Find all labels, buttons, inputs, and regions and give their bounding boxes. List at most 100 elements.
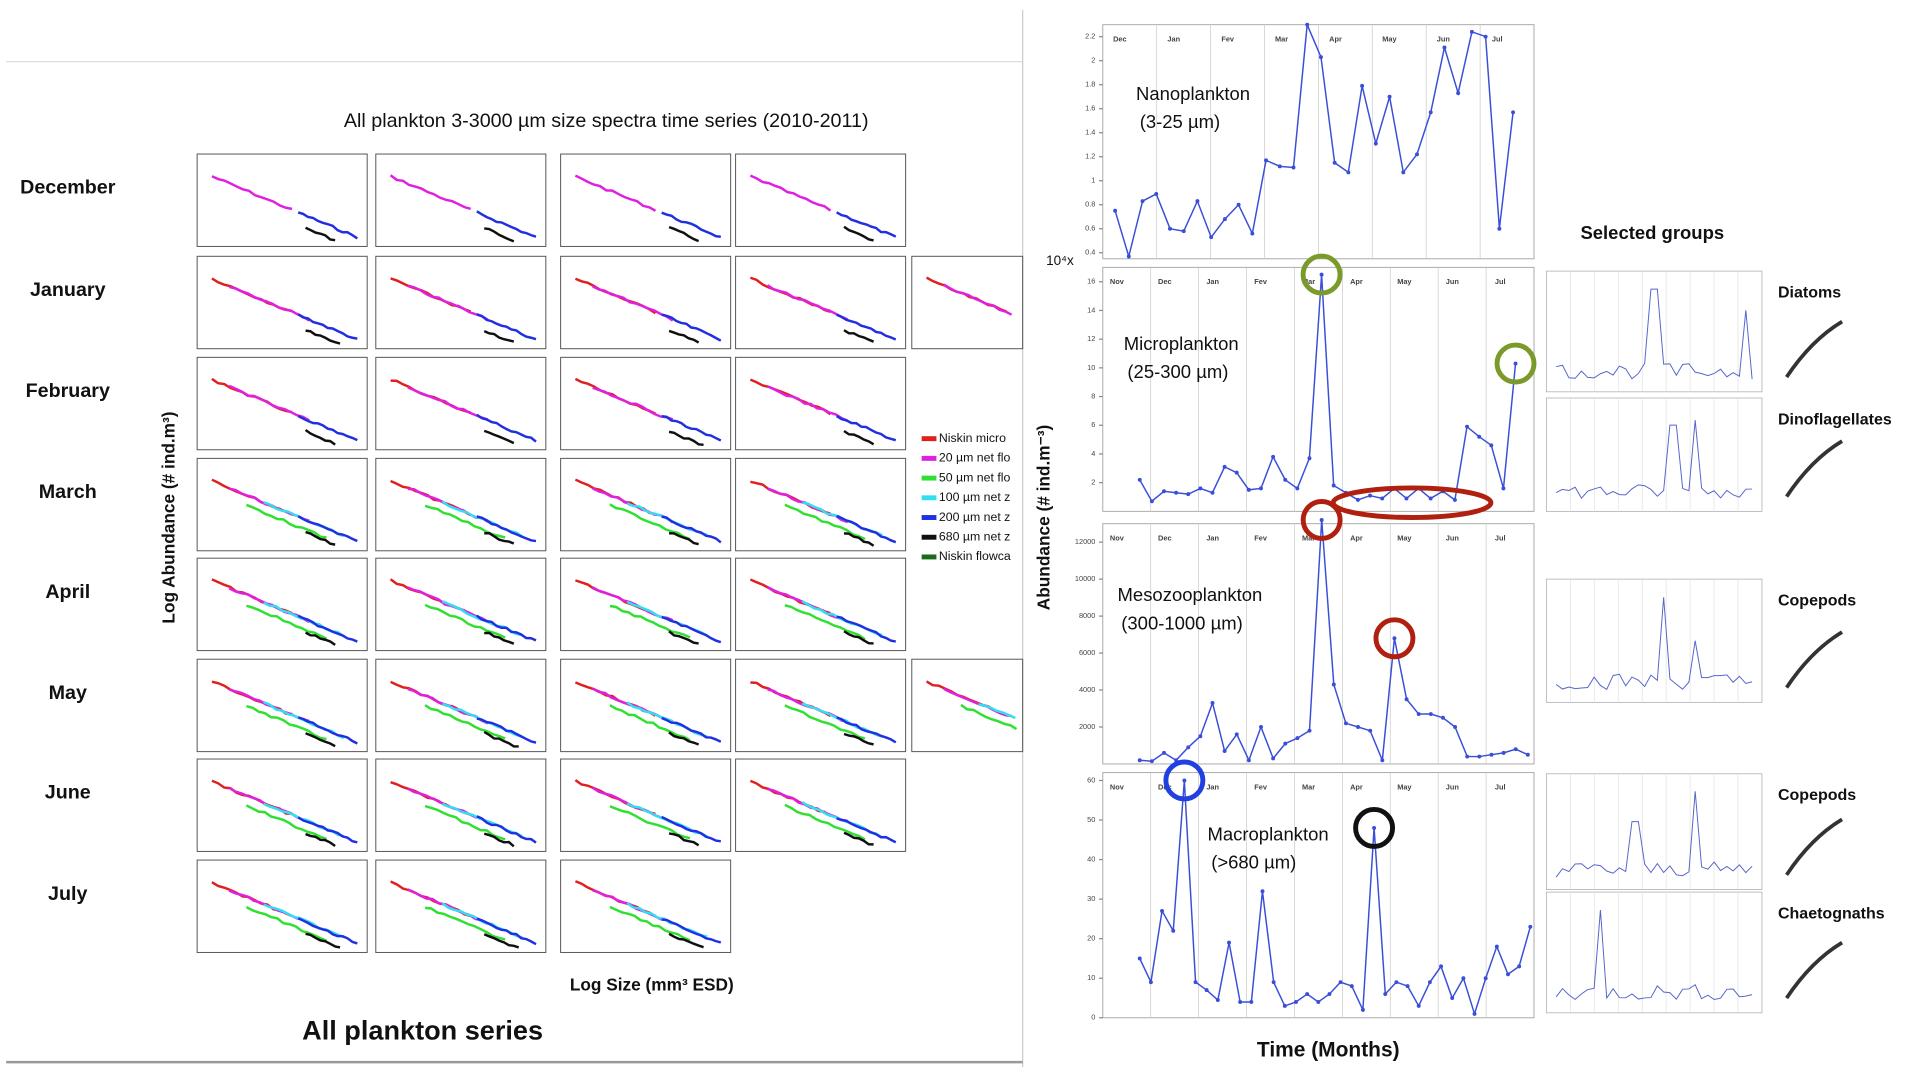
point bbox=[1307, 456, 1311, 460]
point bbox=[1113, 209, 1117, 213]
month-label: Mar bbox=[1302, 782, 1315, 791]
point bbox=[1283, 742, 1287, 746]
point bbox=[1380, 758, 1384, 762]
thumb-trace bbox=[844, 631, 874, 643]
point bbox=[1319, 55, 1323, 59]
point bbox=[1247, 488, 1251, 492]
mini-trace bbox=[1556, 289, 1752, 379]
highlight bbox=[1333, 488, 1491, 518]
month-label: Fev bbox=[1254, 533, 1268, 542]
thumb-frame bbox=[561, 357, 731, 449]
point bbox=[1497, 227, 1501, 231]
y-tick-label: 4000 bbox=[1079, 685, 1095, 694]
organism-sketch bbox=[1787, 322, 1842, 377]
thumb-trace bbox=[212, 176, 292, 209]
legend-label: 680 µm net z bbox=[939, 529, 1010, 543]
mini-trace bbox=[1556, 791, 1752, 877]
month-label: Fev bbox=[1221, 34, 1235, 43]
month-label: Nov bbox=[1110, 533, 1125, 542]
thumb-frame bbox=[376, 558, 546, 650]
month-label: December bbox=[20, 177, 116, 199]
thumb-trace bbox=[306, 733, 336, 746]
point bbox=[1195, 199, 1199, 203]
month-label: Jan bbox=[1167, 34, 1180, 43]
point bbox=[1501, 486, 1505, 490]
y-tick-label: 0 bbox=[1091, 1013, 1095, 1022]
point bbox=[1174, 491, 1178, 495]
y-tick-label: 2 bbox=[1091, 478, 1095, 487]
point bbox=[1417, 1004, 1421, 1008]
month-label: May bbox=[1397, 277, 1412, 286]
month-label: February bbox=[26, 380, 110, 402]
point bbox=[1295, 486, 1299, 490]
chart-title: Macroplankton bbox=[1208, 823, 1329, 844]
y-tick-label: 0.8 bbox=[1085, 200, 1095, 209]
organism-sketch bbox=[1787, 819, 1842, 874]
legend-label: Niskin flowca bbox=[939, 549, 1011, 563]
chart-subtitle: (300-1000 µm) bbox=[1121, 613, 1243, 634]
point bbox=[1141, 199, 1145, 203]
y-tick-label: 12000 bbox=[1075, 537, 1096, 546]
month-label: Apr bbox=[1329, 34, 1342, 43]
month-label: Apr bbox=[1350, 533, 1363, 542]
point bbox=[1489, 753, 1493, 757]
point bbox=[1453, 498, 1457, 502]
thumb-frame bbox=[376, 256, 546, 348]
legend-swatch bbox=[922, 515, 937, 520]
month-label: January bbox=[30, 279, 106, 301]
point bbox=[1162, 489, 1166, 493]
y-tick-label: 14 bbox=[1087, 305, 1095, 314]
chart-subtitle: (>680 µm) bbox=[1211, 852, 1296, 873]
thumb-trace bbox=[246, 505, 326, 537]
point bbox=[1528, 925, 1532, 929]
y-tick-label: 2000 bbox=[1079, 722, 1095, 731]
point bbox=[1456, 91, 1460, 95]
thumb-trace bbox=[306, 331, 341, 344]
y-tick-label: 2.2 bbox=[1085, 32, 1095, 41]
thumb-trace bbox=[408, 286, 488, 320]
month-label: Nov bbox=[1110, 782, 1125, 791]
screenshot: All plankton 3-3000 µm size spectra time… bbox=[0, 0, 1932, 1072]
point bbox=[1194, 980, 1198, 984]
point bbox=[1305, 992, 1309, 996]
chart-title: Microplankton bbox=[1124, 333, 1239, 354]
y-tick-label: 8 bbox=[1091, 392, 1095, 401]
month-label: Apr bbox=[1350, 277, 1363, 286]
point bbox=[1150, 759, 1154, 763]
month-label: Fev bbox=[1254, 277, 1268, 286]
point bbox=[1171, 929, 1175, 933]
month-label: Jan bbox=[1206, 782, 1219, 791]
legend-swatch bbox=[922, 456, 937, 461]
point bbox=[1339, 980, 1343, 984]
mini-frame bbox=[1546, 398, 1762, 511]
legend-label: 20 µm net flo bbox=[939, 451, 1011, 465]
point bbox=[1417, 712, 1421, 716]
point bbox=[1361, 1008, 1365, 1012]
point bbox=[1271, 756, 1275, 760]
point bbox=[1514, 747, 1518, 751]
thumb-trace bbox=[306, 532, 336, 545]
legend-label: 100 µm net z bbox=[939, 490, 1010, 504]
mini-trace bbox=[1556, 597, 1752, 689]
point bbox=[1346, 170, 1350, 174]
point bbox=[1356, 725, 1360, 729]
thumb-trace bbox=[298, 918, 357, 943]
month-label: Jul bbox=[1495, 533, 1506, 542]
thumb-trace bbox=[484, 228, 514, 241]
y-tick-label: 12 bbox=[1087, 334, 1095, 343]
point bbox=[1182, 779, 1186, 783]
thumb-trace bbox=[484, 431, 514, 443]
group-label: Chaetognaths bbox=[1778, 906, 1885, 923]
thumb-trace bbox=[229, 386, 309, 421]
point bbox=[1186, 492, 1190, 496]
month-label: Dec bbox=[1113, 34, 1127, 43]
series-line bbox=[1115, 25, 1513, 257]
thumb-trace bbox=[477, 211, 536, 236]
thumb-trace bbox=[408, 388, 488, 420]
right-y-label: Abundance (# ind.m⁻³) bbox=[1033, 425, 1053, 610]
left-x-label: Log Size (mm³ ESD) bbox=[570, 974, 734, 994]
point bbox=[1235, 732, 1239, 736]
y-tick-label: 2 bbox=[1091, 56, 1095, 65]
y-tick-label: 0.6 bbox=[1085, 224, 1095, 233]
y-tick-label: 1.2 bbox=[1085, 152, 1095, 161]
